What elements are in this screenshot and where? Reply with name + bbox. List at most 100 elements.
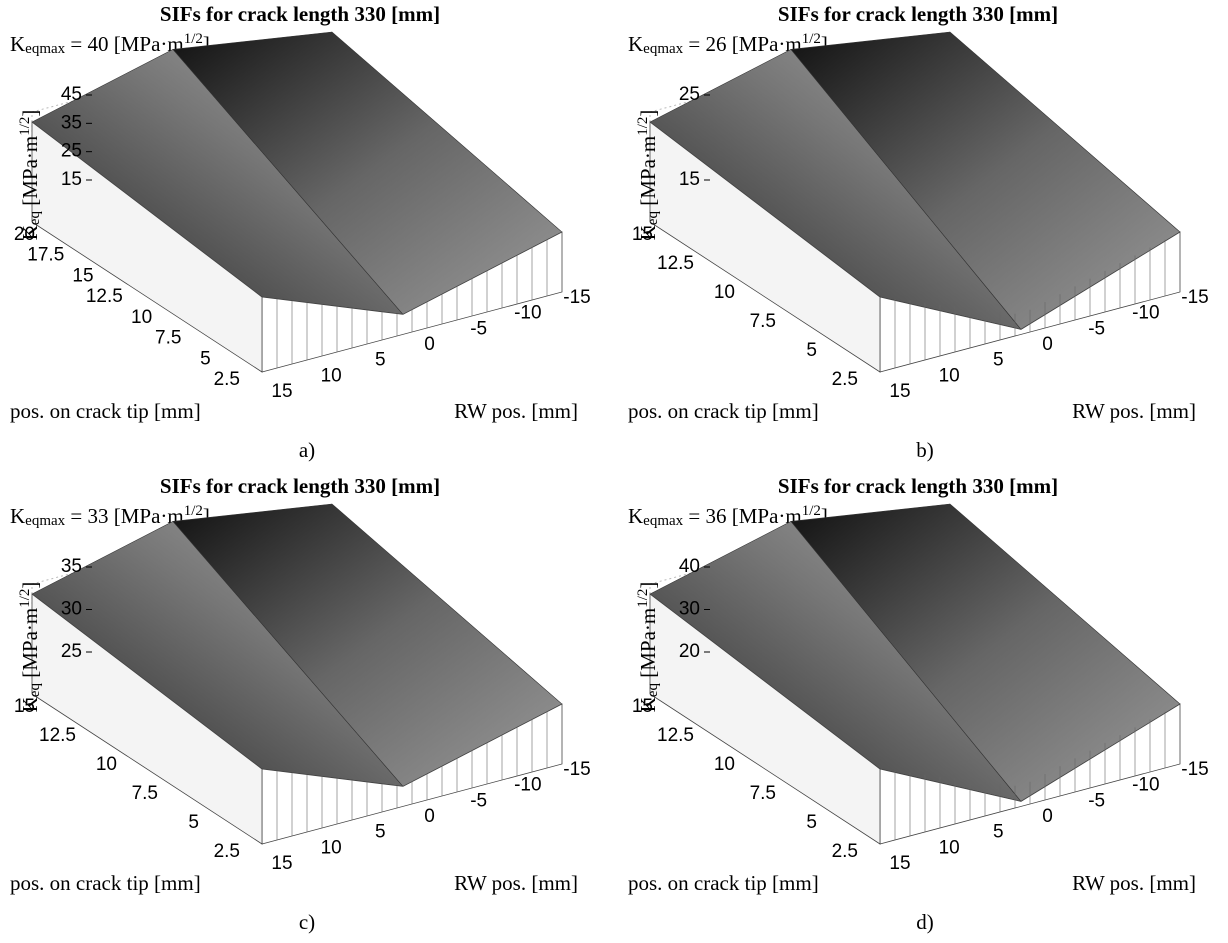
rw-tick-label: 10	[939, 837, 960, 858]
z-axis-label-part: K	[636, 697, 660, 712]
side-wall	[31, 593, 263, 845]
rw-tick-label: -15	[1181, 287, 1208, 308]
kmax-label-part: 1/2	[184, 31, 203, 47]
pos-tick-label: 12.5	[657, 253, 694, 274]
panel: SIFs for crack length 330 [mm] Keqmax = 2…	[628, 2, 1209, 462]
z-axis-label-part: ]	[636, 110, 660, 117]
panel-title: SIFs for crack length 330 [mm]	[778, 474, 1058, 498]
side-wall	[649, 593, 881, 845]
kmax-label-part: eqmax	[643, 513, 683, 529]
pos-tick-label: 10	[714, 754, 735, 775]
rw-tick-label: -15	[563, 759, 590, 780]
rw-tick-label: 5	[375, 350, 386, 371]
kmax-label: Keqmax = 33 [MPa·m1/2]	[10, 503, 210, 529]
z-tick-label: 45	[61, 84, 82, 105]
panel-title: SIFs for crack length 330 [mm]	[160, 474, 440, 498]
rw-tick-label: 5	[993, 350, 1004, 371]
panel-title: SIFs for crack length 330 [mm]	[778, 2, 1058, 26]
z-tick-label: 30	[679, 599, 700, 620]
z-tick-label: 35	[61, 556, 82, 577]
z-axis-label-part: ]	[636, 582, 660, 589]
panel: SIFs for crack length 330 [mm] Keqmax = 4…	[10, 2, 591, 462]
panel: SIFs for crack length 330 [mm] Keqmax = 3…	[10, 474, 591, 934]
kmax-label: Keqmax = 26 [MPa·m1/2]	[628, 31, 828, 57]
pos-tick-label: 7.5	[132, 783, 158, 804]
z-axis-label-part: 1/2	[635, 117, 651, 136]
z-axis-label-part: 1/2	[17, 589, 33, 608]
kmax-label-part: eqmax	[643, 41, 683, 57]
z-axis-label-part: [MPa·m	[18, 136, 42, 211]
pos-tick-label: 17.5	[27, 245, 64, 266]
pos-tick-label: 15	[72, 265, 93, 286]
rw-tick-label: 15	[271, 381, 292, 402]
rw-tick-label: 15	[889, 381, 910, 402]
pos-tick-label: 2.5	[214, 369, 240, 390]
z-axis-label-part: 1/2	[17, 117, 33, 136]
rw-tick-label: 10	[939, 365, 960, 386]
z-axis-label-part: 1/2	[635, 589, 651, 608]
pos-tick-label: 5	[188, 812, 199, 833]
pos-tick-label: 12.5	[39, 725, 76, 746]
pos-axis-label: pos. on crack tip [mm]	[10, 871, 201, 895]
z-tick-label: 15	[679, 169, 700, 190]
pos-axis-label: pos. on crack tip [mm]	[628, 871, 819, 895]
rw-tick-label: 0	[424, 806, 435, 827]
z-tick-label: 30	[61, 599, 82, 620]
pos-axis-label: pos. on crack tip [mm]	[628, 399, 819, 423]
rw-tick-label: 15	[889, 853, 910, 874]
z-axis-label: Keq [MPa·m1/2]	[17, 582, 43, 713]
rw-tick-label: -5	[1088, 318, 1105, 339]
rw-tick-label: -10	[1132, 303, 1159, 324]
rw-tick-label: -10	[514, 303, 541, 324]
kmax-label-part: K	[628, 32, 643, 56]
pos-tick-label: 15	[14, 696, 35, 717]
kmax-label-part: ]	[203, 504, 210, 528]
rw-tick-label: 0	[1042, 806, 1053, 827]
pos-tick-label: 2.5	[214, 841, 240, 862]
pos-tick-label: 7.5	[750, 311, 776, 332]
z-axis-label-part: ]	[18, 582, 42, 589]
rw-axis-label: RW pos. [mm]	[454, 399, 578, 423]
kmax-label-part: ]	[821, 504, 828, 528]
pos-tick-label: 5	[806, 340, 817, 361]
z-axis-label-part: ]	[18, 110, 42, 117]
rw-tick-label: -5	[1088, 790, 1105, 811]
z-axis-label-part: eq	[27, 211, 43, 226]
rw-tick-label: -10	[1132, 775, 1159, 796]
panel-caption: b)	[916, 438, 934, 462]
rw-tick-label: -15	[1181, 759, 1208, 780]
pos-tick-label: 10	[714, 282, 735, 303]
z-axis-label-part: [MPa·m	[18, 608, 42, 683]
z-axis-label: Keq [MPa·m1/2]	[635, 582, 661, 713]
z-tick-label: 25	[61, 641, 82, 662]
z-axis-label-part: [MPa·m	[636, 608, 660, 683]
rw-tick-label: -15	[563, 287, 590, 308]
z-axis-label-part: K	[18, 697, 42, 712]
z-tick-label: 20	[679, 641, 700, 662]
kmax-label-part: 1/2	[802, 503, 821, 519]
z-axis-label-part: eq	[645, 683, 661, 698]
z-tick-label: 35	[61, 112, 82, 133]
z-axis-label: Keq [MPa·m1/2]	[635, 110, 661, 241]
rw-tick-label: 0	[424, 334, 435, 355]
kmax-label-part: K	[10, 504, 25, 528]
panel-caption: a)	[299, 438, 315, 462]
pos-tick-label: 2.5	[832, 369, 858, 390]
rw-axis-label: RW pos. [mm]	[1072, 399, 1196, 423]
rw-tick-label: 5	[375, 822, 386, 843]
pos-tick-label: 7.5	[155, 328, 181, 349]
panel-caption: c)	[299, 910, 315, 934]
kmax-label-part: = 33 [MPa·m	[65, 504, 184, 528]
z-tick-label: 15	[61, 169, 82, 190]
kmax-label-part: = 40 [MPa·m	[65, 32, 184, 56]
z-axis-label: Keq [MPa·m1/2]	[17, 110, 43, 241]
kmax-label-part: = 36 [MPa·m	[683, 504, 802, 528]
kmax-label-part: K	[628, 504, 643, 528]
pos-tick-label: 20	[14, 224, 35, 245]
rw-tick-label: 5	[993, 822, 1004, 843]
panel-title: SIFs for crack length 330 [mm]	[160, 2, 440, 26]
kmax-label-part: ]	[821, 32, 828, 56]
pos-tick-label: 12.5	[657, 725, 694, 746]
kmax-label-part: eqmax	[25, 513, 65, 529]
